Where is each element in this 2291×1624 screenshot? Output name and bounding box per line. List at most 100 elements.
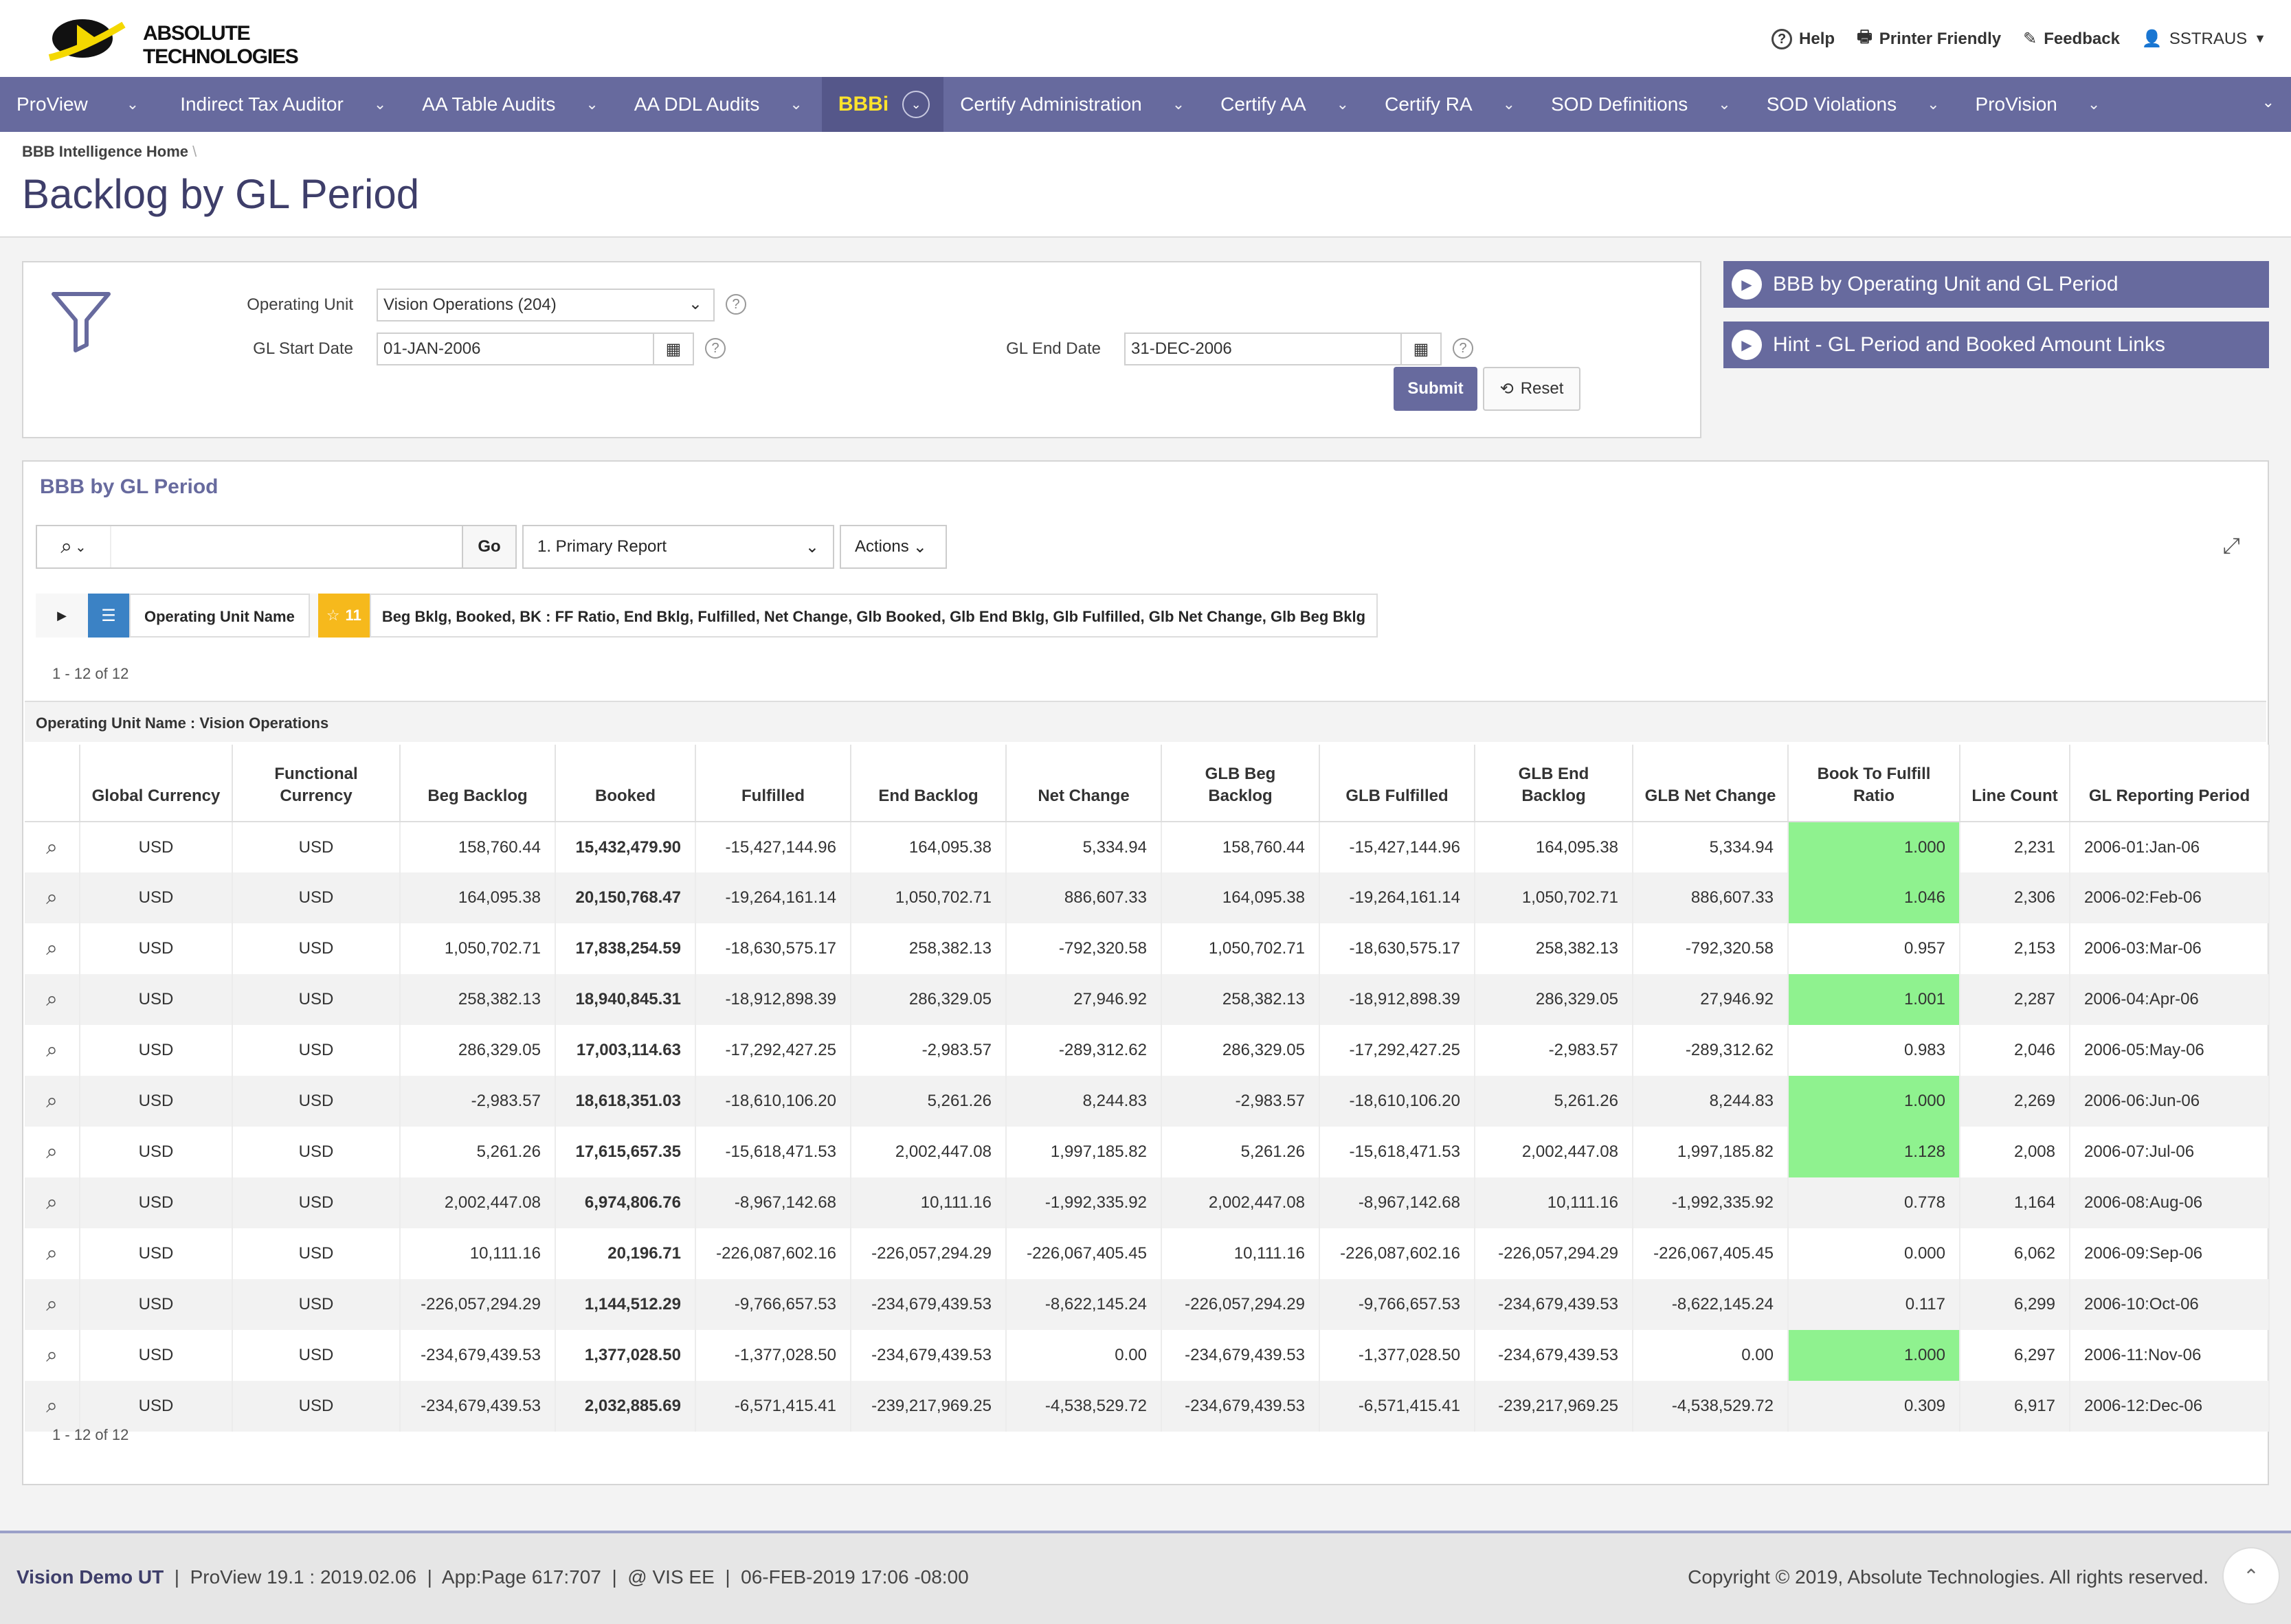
- search-input[interactable]: [111, 526, 463, 567]
- gl-start-date-field[interactable]: 01-JAN-2006: [377, 332, 654, 365]
- nav-aa-table-audits[interactable]: AA Table Audits ⌄: [422, 93, 599, 115]
- calendar-icon[interactable]: ▦: [1400, 332, 1442, 365]
- nav-sod-definitions[interactable]: SOD Definitions ⌄: [1551, 93, 1731, 115]
- chevron-down-icon[interactable]: ⌄: [1172, 95, 1185, 113]
- table-cell[interactable]: 2006-08:Aug-06: [2070, 1177, 2270, 1228]
- view-row-cell[interactable]: ⌕: [25, 1177, 80, 1228]
- chevron-down-icon[interactable]: ⌄: [1502, 95, 1516, 113]
- chevron-down-icon[interactable]: ⌄: [1927, 95, 1940, 113]
- column-header[interactable]: Book To Fulfill Ratio: [1788, 745, 1960, 822]
- table-cell[interactable]: 17,003,114.63: [555, 1025, 696, 1076]
- column-header[interactable]: GLB Beg Backlog: [1161, 745, 1320, 822]
- search-column-button[interactable]: ⌕ ⌄: [37, 526, 111, 567]
- view-row-cell[interactable]: ⌕: [25, 1381, 80, 1432]
- nav-aa-ddl-audits[interactable]: AA DDL Audits ⌄: [634, 93, 803, 115]
- table-cell[interactable]: 2006-10:Oct-06: [2070, 1279, 2270, 1330]
- help-icon[interactable]: ?: [1453, 338, 1473, 359]
- column-header[interactable]: GL Reporting Period: [2070, 745, 2270, 822]
- search-icon[interactable]: ⌕: [46, 1090, 58, 1112]
- search-icon[interactable]: ⌕: [46, 1140, 58, 1163]
- view-row-cell[interactable]: ⌕: [25, 822, 80, 872]
- table-cell[interactable]: 1,144,512.29: [555, 1279, 696, 1330]
- actions-menu[interactable]: Actions ⌄: [840, 525, 947, 569]
- help-icon[interactable]: ?: [705, 338, 726, 359]
- chevron-down-icon[interactable]: ⌄: [790, 95, 803, 113]
- user-menu[interactable]: 👤 SSTRAUS ▼: [2141, 29, 2266, 49]
- search-icon[interactable]: ⌕: [46, 1395, 58, 1417]
- gl-end-date-field[interactable]: 31-DEC-2006: [1124, 332, 1402, 365]
- nav-proview[interactable]: ProView ⌄: [16, 93, 139, 115]
- report-select[interactable]: 1. Primary Report ⌄: [522, 525, 834, 569]
- chevron-down-icon[interactable]: ⌄: [2087, 95, 2101, 113]
- view-row-cell[interactable]: ⌕: [25, 1025, 80, 1076]
- operating-unit-select[interactable]: Vision Operations (204) ⌄: [377, 289, 715, 322]
- search-icon[interactable]: ⌕: [46, 1344, 58, 1366]
- calendar-icon[interactable]: ▦: [653, 332, 694, 365]
- table-cell[interactable]: 18,618,351.03: [555, 1076, 696, 1127]
- view-row-cell[interactable]: ⌕: [25, 923, 80, 974]
- column-header[interactable]: GLB Net Change: [1633, 745, 1789, 822]
- table-cell[interactable]: 2006-03:Mar-06: [2070, 923, 2270, 974]
- nav-provision[interactable]: ProVision ⌄: [1975, 93, 2101, 115]
- chevron-down-icon[interactable]: ⌄: [373, 95, 387, 113]
- chevron-down-icon[interactable]: ⌄: [585, 95, 599, 113]
- column-header[interactable]: GLB Fulfilled: [1319, 745, 1475, 822]
- column-header[interactable]: Functional Currency: [232, 745, 401, 822]
- table-cell[interactable]: 2006-07:Jul-06: [2070, 1127, 2270, 1177]
- column-header[interactable]: Line Count: [1960, 745, 2070, 822]
- table-cell[interactable]: 2006-11:Nov-06: [2070, 1330, 2270, 1381]
- column-header[interactable]: Net Change: [1006, 745, 1162, 822]
- nav-certify-aa[interactable]: Certify AA ⌄: [1220, 93, 1350, 115]
- chevron-down-icon[interactable]: ⌄: [902, 91, 930, 118]
- column-header[interactable]: End Backlog: [851, 745, 1007, 822]
- search-icon[interactable]: ⌕: [46, 1191, 58, 1214]
- table-cell[interactable]: 2006-05:May-06: [2070, 1025, 2270, 1076]
- chevron-down-icon[interactable]: ⌄: [2261, 93, 2275, 111]
- view-row-cell[interactable]: ⌕: [25, 1279, 80, 1330]
- chevron-down-icon[interactable]: ⌄: [1336, 95, 1350, 113]
- table-cell[interactable]: 17,838,254.59: [555, 923, 696, 974]
- nav-certify-administration[interactable]: Certify Administration ⌄: [960, 93, 1185, 115]
- group-by-chip[interactable]: Operating Unit Name: [129, 594, 310, 638]
- help-link[interactable]: ? Help: [1772, 25, 1835, 53]
- table-cell[interactable]: 2006-02:Feb-06: [2070, 872, 2270, 923]
- nav-indirect-tax-auditor[interactable]: Indirect Tax Auditor ⌄: [180, 93, 387, 115]
- expand-icon[interactable]: ⤢: [2222, 533, 2240, 558]
- company-logo[interactable]: ABSOLUTE TECHNOLOGIES: [41, 8, 299, 69]
- search-icon[interactable]: ⌕: [46, 1293, 58, 1316]
- table-cell[interactable]: 17,615,657.35: [555, 1127, 696, 1177]
- view-row-cell[interactable]: ⌕: [25, 1330, 80, 1381]
- table-cell[interactable]: 2006-01:Jan-06: [2070, 822, 2270, 872]
- column-header[interactable]: GLB End Backlog: [1475, 745, 1633, 822]
- printer-friendly-link[interactable]: 🖶 Printer Friendly: [1857, 25, 2001, 53]
- caret-right-icon[interactable]: ▶: [57, 608, 67, 622]
- table-cell[interactable]: 2006-12:Dec-06: [2070, 1381, 2270, 1432]
- chevron-down-icon[interactable]: ⌄: [126, 95, 139, 113]
- view-row-cell[interactable]: ⌕: [25, 1127, 80, 1177]
- table-cell[interactable]: 6,974,806.76: [555, 1177, 696, 1228]
- search-icon[interactable]: ⌕: [46, 937, 58, 960]
- search-icon[interactable]: ⌕: [46, 886, 58, 909]
- search-icon[interactable]: ⌕: [46, 835, 58, 859]
- bbb-by-ou-gl-period-link[interactable]: ▶ BBB by Operating Unit and GL Period: [1723, 261, 2269, 308]
- go-button[interactable]: Go: [463, 526, 515, 567]
- chevron-down-icon[interactable]: ⌄: [1718, 95, 1731, 113]
- search-icon[interactable]: ⌕: [46, 988, 58, 1011]
- search-icon[interactable]: ⌕: [46, 1242, 58, 1265]
- table-cell[interactable]: 1,377,028.50: [555, 1330, 696, 1381]
- view-row-cell[interactable]: ⌕: [25, 1228, 80, 1279]
- view-row-cell[interactable]: ⌕: [25, 872, 80, 923]
- table-cell[interactable]: 2006-09:Sep-06: [2070, 1228, 2270, 1279]
- submit-button[interactable]: Submit: [1394, 367, 1477, 411]
- breadcrumb[interactable]: BBB Intelligence Home \: [22, 143, 197, 160]
- table-cell[interactable]: 2006-06:Jun-06: [2070, 1076, 2270, 1127]
- help-icon[interactable]: ?: [726, 294, 746, 315]
- nav-certify-ra[interactable]: Certify RA ⌄: [1385, 93, 1516, 115]
- highlight-chip[interactable]: Beg Bklg, Booked, BK : FF Ratio, End Bkl…: [369, 594, 1378, 638]
- column-header[interactable]: Booked: [555, 745, 696, 822]
- reset-button[interactable]: ⟲ Reset: [1483, 367, 1580, 411]
- table-cell[interactable]: 20,150,768.47: [555, 872, 696, 923]
- hint-link[interactable]: ▶ Hint - GL Period and Booked Amount Link…: [1723, 322, 2269, 368]
- scroll-top-button[interactable]: ⌃: [2222, 1547, 2280, 1605]
- view-row-cell[interactable]: ⌕: [25, 974, 80, 1025]
